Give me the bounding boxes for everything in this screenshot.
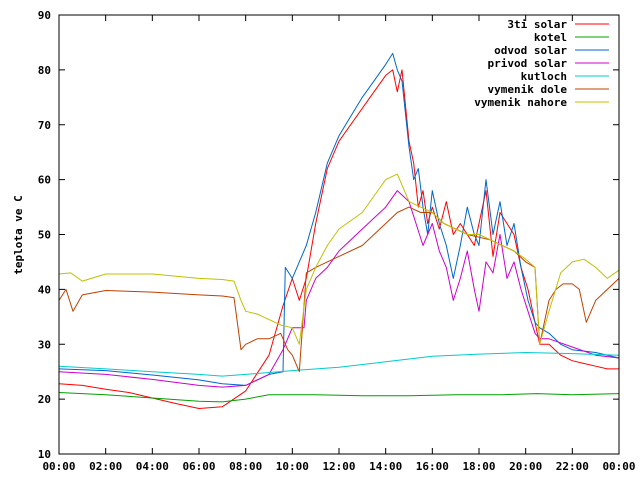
x-tick-label: 10:00 (276, 460, 309, 473)
x-tick-label: 00:00 (42, 460, 75, 473)
series-line-3 (58, 190, 620, 388)
x-tick-label: 04:00 (136, 460, 169, 473)
x-tick-label: 22:00 (556, 460, 589, 473)
legend-label: vymenik nahore (474, 96, 567, 109)
series-line-4 (58, 352, 620, 377)
x-tick-label: 20:00 (509, 460, 542, 473)
x-tick-label: 02:00 (89, 460, 122, 473)
legend-label: privod solar (488, 57, 568, 70)
y-tick-label: 30 (38, 338, 51, 351)
y-tick-label: 70 (38, 119, 51, 132)
y-axis-label: teplota ve C (12, 195, 25, 274)
x-tick-label: 00:00 (602, 460, 635, 473)
legend-label: vymenik dole (488, 83, 568, 96)
x-tick-label: 12:00 (322, 460, 355, 473)
y-tick-label: 60 (38, 174, 51, 187)
x-tick-label: 08:00 (229, 460, 262, 473)
y-tick-label: 10 (38, 448, 51, 461)
series-line-5 (58, 206, 620, 373)
series-line-6 (58, 173, 620, 345)
legend-label: odvod solar (494, 44, 567, 57)
legend-label: kotel (534, 31, 567, 44)
ticks-layer: 00:00 02:00 04:00 06:00 08:00 10:00 12:00 14:00… (38, 9, 636, 473)
y-tick-label: 40 (38, 283, 51, 296)
x-tick-label: 06:00 (182, 460, 215, 473)
x-tick-label: 16:00 (416, 460, 449, 473)
series-line-1 (58, 392, 620, 403)
y-tick-label: 90 (38, 9, 51, 22)
x-tick-label: 18:00 (462, 460, 495, 473)
legend-label: kutloch (521, 70, 567, 83)
y-tick-label: 20 (38, 393, 51, 406)
y-tick-label: 50 (38, 229, 51, 242)
series-layer (58, 52, 620, 409)
x-tick-label: 14:00 (369, 460, 402, 473)
legend-label: 3ti solar (507, 18, 567, 31)
series-line-2 (58, 52, 620, 386)
plot-frame (58, 14, 620, 455)
y-tick-label: 80 (38, 64, 51, 77)
